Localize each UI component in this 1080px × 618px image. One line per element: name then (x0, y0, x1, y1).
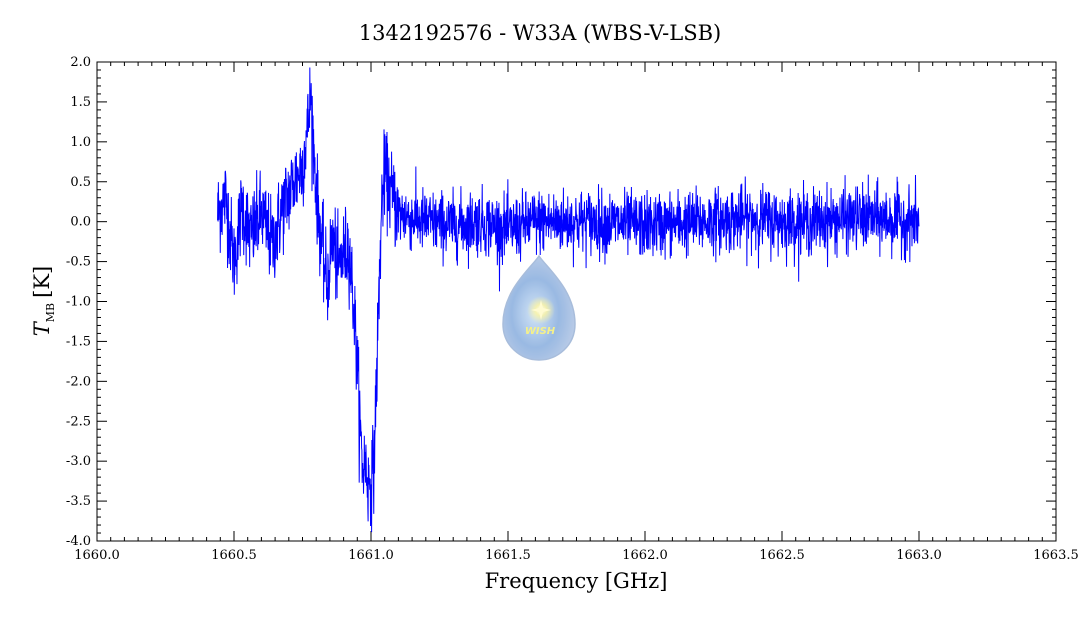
x-tick-label: 1661.5 (485, 548, 531, 563)
spectrum-series-line (217, 67, 920, 533)
y-tick-label: -2.5 (66, 414, 91, 429)
y-tick-label: 1.0 (70, 135, 91, 150)
x-tick-label: 1662.0 (622, 548, 668, 563)
y-axis-label: TMB [K] (30, 266, 57, 336)
x-tick-label: 1662.5 (759, 548, 805, 563)
y-tick-label: 0.0 (70, 215, 91, 230)
x-tick-label: 1663.5 (1033, 548, 1079, 563)
y-tick-labels: 2.0 1.5 1.0 0.5 0.0 -0.5 -1.0 -1.5 -2.0 -2.5 -3.0 -… (66, 55, 91, 549)
x-tick-label: 1663.0 (896, 548, 942, 563)
x-tick-labels: 1660.0 1660.5 1661.0 1661.5 1662.0 1662.5 1663… (74, 548, 1079, 563)
y-axis-symbol: T (30, 320, 54, 336)
svg-text:TMB[K]: TMB [K] (30, 266, 57, 336)
y-tick-label: -4.0 (66, 534, 91, 549)
axis-ticks (96, 61, 1057, 542)
plot-frame (96, 61, 1057, 542)
star-icon (531, 300, 551, 320)
y-tick-label: -0.5 (66, 255, 91, 270)
y-tick-label: -1.0 (66, 295, 91, 310)
logo-label: WISH (525, 326, 556, 337)
y-tick-label: -3.5 (66, 494, 91, 509)
chart-title: 1342192576 - W33A (WBS-V-LSB) (359, 21, 721, 45)
y-axis-subscript: MB (44, 303, 57, 322)
y-tick-label: 0.5 (70, 175, 91, 190)
x-tick-label: 1660.0 (74, 548, 120, 563)
wish-logo: WISH (502, 254, 576, 361)
y-tick-label: 1.5 (70, 95, 91, 110)
y-tick-label: -1.5 (66, 334, 91, 349)
y-tick-label: 2.0 (70, 55, 91, 70)
x-axis-label: Frequency [GHz] (485, 569, 668, 593)
y-tick-label: -3.0 (66, 454, 91, 469)
x-tick-label: 1660.5 (211, 548, 257, 563)
y-tick-label: -2.0 (66, 374, 91, 389)
y-axis-unit: [K] (30, 266, 54, 298)
x-tick-label: 1661.0 (348, 548, 394, 563)
